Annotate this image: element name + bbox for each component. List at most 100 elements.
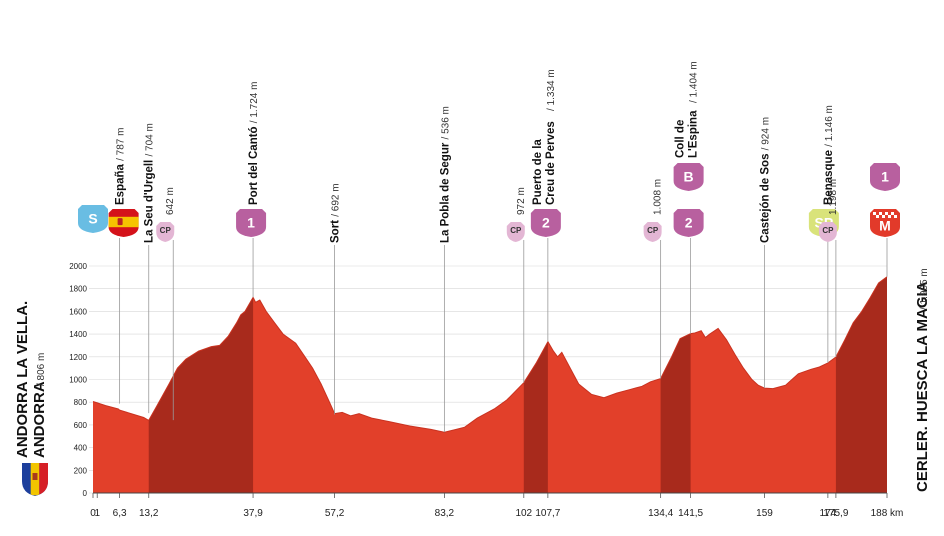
waypoint-name: Castejón de Sos xyxy=(760,150,772,243)
y-tick-label: 1000 xyxy=(69,376,87,385)
x-tick-label: 141,5 xyxy=(678,508,703,519)
waypoint-name: La Seu d'Urgell xyxy=(144,157,156,243)
y-tick-label: 1800 xyxy=(69,285,87,294)
waypoint-altitude: / 924 m xyxy=(761,117,772,150)
x-tick-label: 37,9 xyxy=(243,508,263,519)
x-tick-label: 174 xyxy=(820,508,837,519)
waypoint-name: La Pobla de Segur xyxy=(439,139,451,243)
waypoint-label: Benasque / 1.146 m xyxy=(823,105,835,205)
svg-text:B: B xyxy=(684,169,694,185)
svg-text:S: S xyxy=(88,211,97,227)
andorra-flag-icon xyxy=(22,463,48,496)
start-label: ANDORRA LA VELLA. ANDORRA / 806 m xyxy=(14,301,48,458)
svg-text:Puerto de la: Puerto de la xyxy=(532,139,544,205)
y-tick-label: 400 xyxy=(74,444,88,453)
y-tick-label: 1200 xyxy=(69,353,87,362)
waypoint-label: 1.198 m xyxy=(828,179,839,215)
svg-text:1.008 m: 1.008 m xyxy=(653,179,664,215)
x-tick-label: 57,2 xyxy=(325,508,345,519)
y-tick-label: 1400 xyxy=(69,330,87,339)
finish-city: CERLER. HUESCA LA MAGIA xyxy=(914,281,931,492)
waypoint-name: Sort xyxy=(330,217,342,243)
category-badge: 1 xyxy=(870,163,900,191)
waypoint-altitude: 972 m xyxy=(516,187,527,215)
y-tick-label: 2000 xyxy=(69,262,87,271)
svg-text:L'Espina: L'Espina xyxy=(688,110,700,158)
x-tick-label: 0 xyxy=(90,508,96,519)
profile-area xyxy=(92,276,888,494)
svg-text:1: 1 xyxy=(881,169,889,185)
checkpoint-badge: CP xyxy=(643,222,662,242)
waypoints: S España / 787 m La Seu d'Urgell / 704 m CP… xyxy=(78,61,900,433)
waypoint-label: España / 787 m xyxy=(115,128,127,205)
y-tick-label: 1600 xyxy=(69,307,87,316)
waypoint-altitude: / 1.724 m xyxy=(249,82,260,124)
waypoint-label: 1.008 m xyxy=(653,179,664,215)
svg-text:Castejón de Sos / 924 m: Castejón de Sos / 924 m xyxy=(760,117,772,243)
waypoint-label: Puerto de la Creu de Perves / 1.334 m xyxy=(532,69,557,205)
y-tick-label: 200 xyxy=(74,466,88,475)
svg-text:/ 1.334 m: / 1.334 m xyxy=(546,69,557,111)
svg-text:Benasque / 1.146 m: Benasque / 1.146 m xyxy=(823,105,835,205)
waypoint-name: España xyxy=(115,161,127,205)
svg-text:642 m: 642 m xyxy=(165,187,176,215)
category-badge: M xyxy=(870,209,900,237)
waypoint-altitude: / 704 m xyxy=(145,123,156,156)
y-tick-label: 600 xyxy=(74,421,88,430)
waypoint-altitude: / 536 m xyxy=(440,106,451,139)
svg-text:Coll de: Coll de xyxy=(675,120,687,158)
x-tick-label: 175,9 xyxy=(823,508,848,519)
x-axis: 01 6,3 13,2 37,9 57,2 83,2 102 107,7 134,4 141,5 1… xyxy=(90,493,903,519)
y-axis: 0 200 400 600 800 1000 1200 1400 1600 1800 2000 xyxy=(69,262,87,498)
svg-text:1.198 m: 1.198 m xyxy=(828,179,839,215)
x-tick-label: 13,2 xyxy=(139,508,159,519)
x-tick-label: 107,7 xyxy=(535,508,560,519)
category-badge: 2 xyxy=(530,209,561,237)
start-city: ANDORRA LA VELLA. xyxy=(14,301,31,458)
svg-text:España / 787 m: España / 787 m xyxy=(115,128,127,205)
svg-text:La Pobla de Segur / 536 m: La Pobla de Segur / 536 m xyxy=(439,106,451,243)
waypoint-altitude: 642 m xyxy=(165,187,176,215)
y-tick-label: 0 xyxy=(83,489,88,498)
svg-text:972 m: 972 m xyxy=(516,187,527,215)
category-badge: 1 xyxy=(236,209,267,237)
finish-altitude: / 1.905 m xyxy=(919,268,930,310)
climb-segment xyxy=(148,297,254,493)
waypoint-label: Sort / 692 m xyxy=(330,183,342,243)
finish-label: CERLER. HUESCA LA MAGIA / 1.905 m xyxy=(914,268,931,492)
waypoint-label: La Pobla de Segur / 536 m xyxy=(439,106,451,243)
climb-segment xyxy=(835,276,887,493)
x-tick-label: 159 xyxy=(756,508,773,519)
svg-text:Creu de Perves: Creu de Perves xyxy=(545,121,557,205)
waypoint-altitude: / 787 m xyxy=(116,128,127,161)
x-tick-label: 134,4 xyxy=(648,508,673,519)
y-tick-label: 800 xyxy=(74,398,88,407)
svg-text:1: 1 xyxy=(247,215,255,231)
profile-line xyxy=(92,276,888,433)
waypoint-name: Port del Cantó xyxy=(248,123,260,205)
svg-text:Port del Cantó / 1.724 m: Port del Cantó / 1.724 m xyxy=(248,82,260,205)
waypoint-label: 972 m xyxy=(516,187,527,215)
category-badge: 2 xyxy=(673,209,704,237)
svg-text:Sort / 692 m: Sort / 692 m xyxy=(330,183,342,243)
x-tick-label: 83,2 xyxy=(435,508,455,519)
category-badge: B xyxy=(673,163,704,191)
x-tick-label: 188 km xyxy=(871,508,904,519)
svg-text:M: M xyxy=(879,218,891,234)
x-tick-label: 102 xyxy=(515,508,532,519)
waypoint-altitude: / 692 m xyxy=(331,183,342,216)
start-region: ANDORRA xyxy=(31,381,48,458)
checkpoint-badge: CP xyxy=(156,222,175,242)
waypoint-altitude: 1.008 m xyxy=(653,179,664,215)
start-altitude: / 806 m xyxy=(36,353,47,386)
waypoint-name: Benasque xyxy=(823,147,835,205)
climb-segment xyxy=(660,333,691,493)
spain-flag-icon xyxy=(108,209,139,237)
category-badge: S xyxy=(78,205,108,233)
x-tick-label: 6,3 xyxy=(113,508,127,519)
checkpoint-badge: CP xyxy=(818,222,837,242)
svg-text:CP: CP xyxy=(822,226,834,235)
x-tick-label: 1 xyxy=(94,508,100,519)
checkpoint-badge: CP xyxy=(506,222,525,242)
